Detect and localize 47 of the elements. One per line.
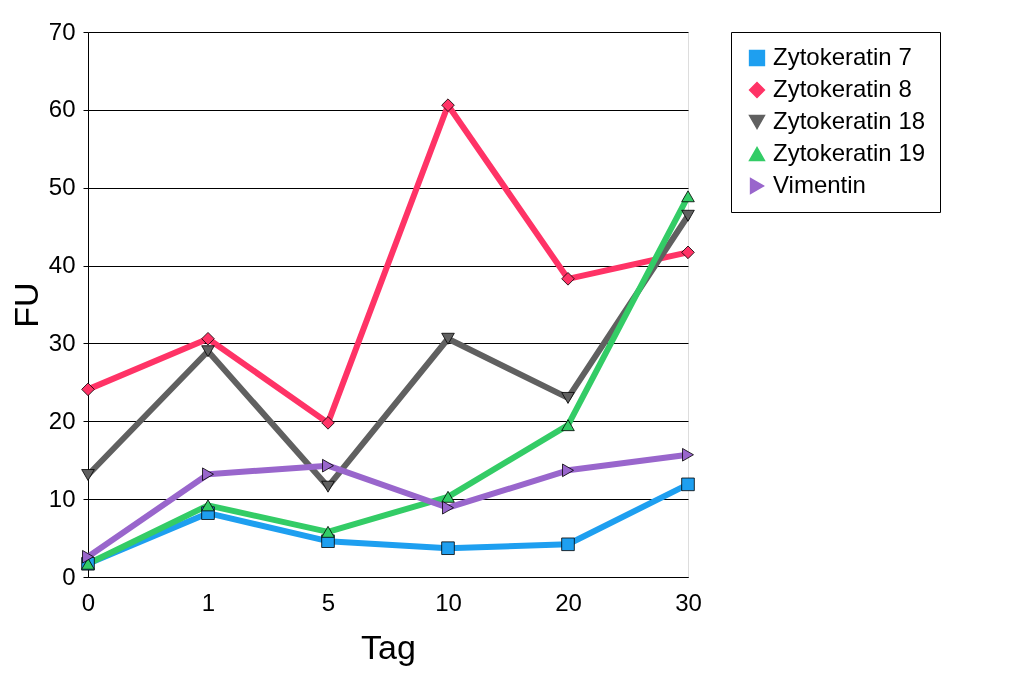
- point: [681, 477, 695, 492]
- x-tick-label: 0: [81, 588, 96, 616]
- y-tick-label: 50: [48, 173, 76, 201]
- point: [81, 469, 95, 481]
- x-tick-label: 10: [435, 588, 462, 616]
- legend-label: Zytokeratin 8: [773, 75, 912, 102]
- point: [82, 550, 94, 564]
- point: [321, 525, 335, 538]
- point: [81, 382, 95, 397]
- y-tick-label: 20: [48, 406, 76, 434]
- point: [321, 416, 335, 430]
- y-axis-title: FU: [6, 282, 45, 328]
- legend-label: Zytokeratin 19: [773, 139, 926, 166]
- legend-label: Zytokeratin 7: [773, 43, 912, 70]
- x-axis-title: Tag: [361, 627, 416, 666]
- point: [441, 98, 455, 112]
- x-tick-label: 5: [321, 588, 336, 616]
- y-tick-label: 0: [62, 562, 76, 590]
- point: [441, 541, 455, 555]
- point: [561, 419, 575, 432]
- point: [681, 209, 695, 222]
- x-tick-label: 1: [201, 588, 216, 616]
- y-tick-label: 60: [48, 95, 76, 123]
- point: [682, 448, 694, 462]
- point: [681, 245, 695, 260]
- x-tick-label: 30: [675, 588, 702, 616]
- point: [201, 499, 215, 512]
- point: [201, 345, 215, 358]
- y-tick-label: 10: [48, 484, 76, 512]
- y-tick-label: 30: [48, 328, 76, 356]
- point: [441, 332, 455, 345]
- point: [561, 537, 575, 552]
- point: [561, 392, 575, 404]
- point: [321, 480, 335, 493]
- legend-label: Vimentin: [773, 171, 866, 198]
- y-tick-label: 70: [48, 17, 76, 45]
- point: [322, 458, 334, 473]
- point: [202, 467, 214, 481]
- point: [561, 272, 575, 286]
- x-tick-label: 20: [555, 588, 582, 616]
- point: [442, 500, 454, 515]
- point: [562, 463, 574, 478]
- point: [681, 190, 695, 203]
- point: [201, 332, 215, 346]
- legend-label: Zytokeratin 18: [773, 107, 926, 134]
- y-tick-label: 40: [48, 251, 76, 279]
- point: [441, 490, 455, 503]
